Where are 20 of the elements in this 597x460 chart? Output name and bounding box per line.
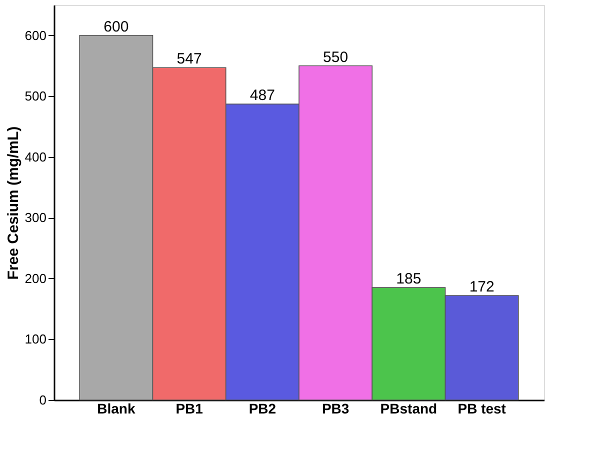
x-tick-label: Blank [97, 400, 136, 416]
data-label: 547 [176, 50, 202, 68]
data-label: 185 [396, 270, 422, 288]
y-tick-label: 300 [24, 210, 46, 226]
y-tick-label: 400 [24, 149, 46, 164]
y-axis-title: Free Cesium (mg/mL) [4, 126, 22, 280]
x-tick-label: PB test [458, 400, 506, 416]
y-tick-label: 200 [24, 270, 46, 286]
data-label: 172 [469, 278, 494, 296]
x-tick-label: PB1 [176, 400, 204, 416]
data-label: 487 [250, 87, 275, 104]
x-tick-label: PBstand [380, 400, 438, 416]
y-tick-label: 100 [24, 332, 46, 347]
y-tick-label: 600 [24, 28, 46, 43]
x-tick-label: PB2 [248, 400, 276, 416]
data-label: 600 [104, 18, 129, 36]
data-label: 550 [323, 48, 348, 66]
y-tick-label: 500 [24, 88, 46, 104]
y-tick-label: 0 [39, 392, 46, 408]
x-tick-label: PB3 [322, 400, 350, 416]
